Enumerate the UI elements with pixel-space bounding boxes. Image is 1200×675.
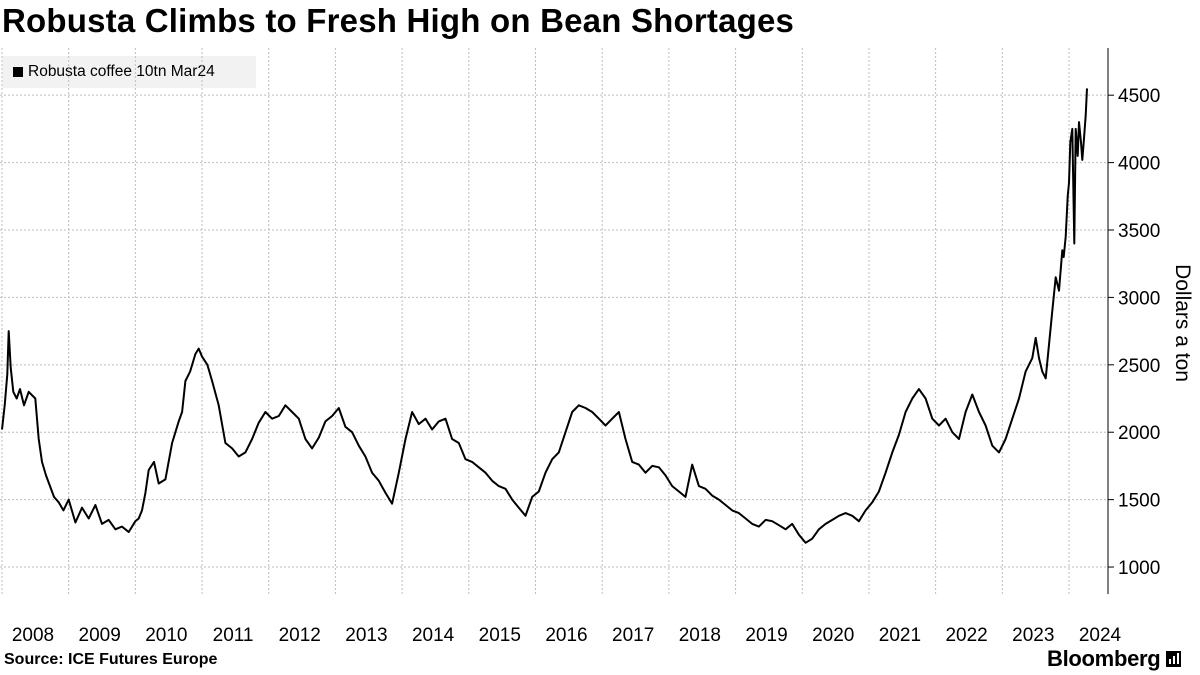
- brand-chart-icon: [1166, 651, 1182, 667]
- x-tick-label: 2008: [12, 625, 54, 646]
- x-tick-label: 2023: [1012, 625, 1054, 646]
- chart-title: Robusta Climbs to Fresh High on Bean Sho…: [2, 2, 795, 39]
- y-tick-label: 3000: [1118, 288, 1160, 309]
- x-tick-label: 2016: [545, 625, 587, 646]
- y-tick-label: 2000: [1118, 423, 1160, 444]
- y-tick-labels: 1000 1500 2000 2500 3000 3500 4000 4500: [1118, 86, 1160, 579]
- x-tick-label: 2011: [213, 625, 254, 646]
- x-tick-label: 2009: [79, 625, 121, 646]
- legend: Robusta coffee 10tn Mar24: [2, 56, 256, 88]
- legend-swatch: [13, 67, 23, 77]
- y-tick-label: 1000: [1118, 558, 1160, 579]
- x-tick-label: 2024: [1079, 625, 1122, 646]
- y-tick-label: 1500: [1118, 491, 1160, 512]
- gridlines: [0, 48, 1108, 594]
- x-tick-label: 2012: [279, 625, 321, 646]
- x-tick-label: 2019: [745, 625, 787, 646]
- x-tick-label: 2022: [945, 625, 987, 646]
- x-tick-label: 2017: [612, 625, 654, 646]
- brand-logo: Bloomberg: [1047, 646, 1182, 672]
- x-tick-label: 2021: [879, 625, 921, 646]
- x-tick-label: 2014: [412, 625, 455, 646]
- y-tick-label: 4500: [1118, 86, 1160, 107]
- x-tick-label: 2015: [479, 625, 521, 646]
- series-group: [1, 88, 1088, 544]
- x-tick-label: 2020: [812, 625, 854, 646]
- series-line: [1, 88, 1088, 544]
- x-tick-label: 2010: [145, 625, 187, 646]
- y-tick-label: 4000: [1118, 154, 1160, 175]
- legend-label: Robusta coffee 10tn Mar24: [28, 63, 215, 80]
- y-tick-label: 3500: [1118, 221, 1160, 242]
- x-tick-labels: 2008 2009 2010 2011 2012 2013 2014 2015 2016 2017…: [12, 625, 1122, 646]
- y-axis: [1107, 48, 1114, 594]
- y-axis-title: Dollars a ton: [1171, 264, 1194, 382]
- brand-name: Bloomberg: [1047, 646, 1161, 671]
- x-tick-label: 2018: [679, 625, 721, 646]
- y-tick-label: 2500: [1118, 356, 1160, 377]
- source-note: Source: ICE Futures Europe: [4, 651, 218, 668]
- x-tick-label: 2013: [345, 625, 387, 646]
